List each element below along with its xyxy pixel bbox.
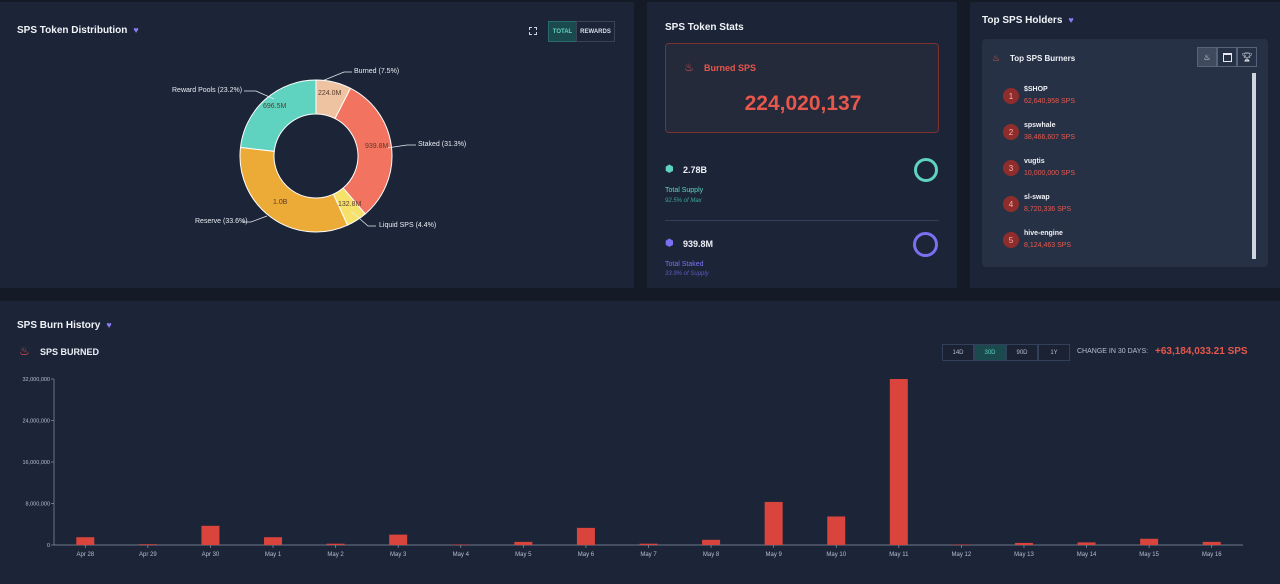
burn-history-title-text: SPS Burn History bbox=[17, 320, 101, 331]
stats-title: SPS Token Stats bbox=[665, 22, 744, 33]
donut-slice-reward-pools[interactable] bbox=[239, 79, 317, 152]
burner-amount-5: 8,124,463 SPS bbox=[1024, 242, 1072, 249]
supply-sub: 92.5% of Max bbox=[665, 198, 702, 204]
value-staked: 939.8M bbox=[365, 143, 389, 150]
staked-name: Total Staked bbox=[665, 261, 704, 268]
rank-5: 5 bbox=[1003, 232, 1019, 248]
donut-slice-staked[interactable] bbox=[334, 87, 393, 215]
stats-panel: SPS Token Stats ♨ Burned SPS 224,020,137… bbox=[647, 2, 957, 288]
burner-name-3[interactable]: vugtis bbox=[1024, 158, 1045, 165]
flame-icon: ♨ bbox=[992, 53, 1001, 63]
label-liquid: Liquid SPS (4.4%) bbox=[379, 222, 437, 229]
flame-icon: ♨ bbox=[684, 62, 694, 74]
label-rewards: Reward Pools (23.2%) bbox=[172, 87, 243, 94]
heart-icon: ♥ bbox=[1068, 15, 1074, 25]
calendar-tab-button[interactable] bbox=[1217, 47, 1237, 67]
heart-icon: ♥ bbox=[133, 25, 139, 35]
supply-value: 2.78B bbox=[683, 165, 708, 175]
heart-icon: ♥ bbox=[106, 320, 112, 330]
leader-staked bbox=[386, 144, 416, 149]
holders-panel: Top SPS Holders ♥ ♨ Top SPS Burners ♨ 🏆︎ … bbox=[970, 2, 1280, 288]
value-liquid: 132.8M bbox=[338, 201, 362, 208]
holders-title-text: Top SPS Holders bbox=[982, 15, 1063, 26]
burned-card: ♨ Burned SPS 224,020,137 bbox=[665, 43, 939, 133]
change-value: +63,184,033.21 SPS bbox=[1155, 346, 1248, 357]
trophy-icon: 🏆︎ bbox=[1241, 51, 1253, 62]
rank-2: 2 bbox=[1003, 124, 1019, 140]
staked-ring bbox=[913, 232, 938, 257]
value-reserve: 1.0B bbox=[273, 199, 288, 206]
leader-reserve bbox=[242, 215, 268, 223]
burner-name-2[interactable]: spswhale bbox=[1024, 122, 1056, 129]
rewards-button[interactable]: REWARDS bbox=[576, 21, 615, 42]
range-14d-button[interactable]: 14D bbox=[942, 344, 974, 361]
supply-ring bbox=[914, 158, 938, 182]
fullscreen-icon[interactable] bbox=[529, 27, 537, 35]
burners-title: Top SPS Burners bbox=[1010, 54, 1076, 63]
leader-rewards bbox=[244, 90, 275, 100]
value-burned: 224.0M bbox=[318, 90, 342, 97]
change-label: CHANGE IN 30 DAYS: bbox=[1077, 348, 1149, 355]
burn-history-subtitle: SPS BURNED bbox=[40, 347, 100, 357]
value-rewards: 696.5M bbox=[263, 103, 287, 110]
rank-3: 3 bbox=[1003, 160, 1019, 176]
supply-icon: ⬢ bbox=[665, 164, 674, 175]
range-90d-button[interactable]: 90D bbox=[1006, 344, 1038, 361]
holders-title: Top SPS Holders ♥ bbox=[982, 15, 1074, 26]
burner-name-4[interactable]: sl-swap bbox=[1024, 194, 1050, 201]
burners-card: ♨ Top SPS Burners ♨ 🏆︎ 1 $SHOP 62,640,95… bbox=[982, 39, 1268, 267]
distribution-title-text: SPS Token Distribution bbox=[17, 25, 128, 36]
burn-history-title: SPS Burn History ♥ bbox=[17, 320, 112, 331]
burner-name-5[interactable]: hive-engine bbox=[1024, 230, 1063, 237]
staked-icon: ⬢ bbox=[665, 238, 674, 249]
label-reserve: Reserve (33.6%) bbox=[195, 218, 248, 225]
rank-1: 1 bbox=[1003, 88, 1019, 104]
supply-name: Total Supply bbox=[665, 187, 704, 194]
range-30d-button[interactable]: 30D bbox=[974, 344, 1006, 361]
burner-amount-3: 10,000,000 SPS bbox=[1024, 170, 1075, 177]
leader-liquid bbox=[350, 210, 376, 227]
burner-name-1[interactable]: $SHOP bbox=[1024, 86, 1048, 93]
distribution-title: SPS Token Distribution ♥ bbox=[17, 25, 139, 36]
burned-value: 224,020,137 bbox=[744, 92, 862, 115]
burner-amount-1: 62,640,958 SPS bbox=[1024, 98, 1075, 105]
burn-history-panel bbox=[0, 301, 1280, 584]
stats-divider bbox=[665, 220, 939, 221]
flame-icon: ♨ bbox=[19, 344, 30, 358]
range-1y-button[interactable]: 1Y bbox=[1038, 344, 1070, 361]
distribution-panel: SPS Token Distribution ♥ TOTAL REWARDS Bu… bbox=[0, 2, 634, 288]
leader-burned bbox=[321, 71, 352, 82]
trophy-tab-button[interactable]: 🏆︎ bbox=[1237, 47, 1257, 67]
staked-value: 939.8M bbox=[683, 239, 714, 249]
donut-slice-reserve[interactable] bbox=[239, 146, 349, 233]
burner-amount-4: 8,720,336 SPS bbox=[1024, 206, 1072, 213]
burned-label: Burned SPS bbox=[704, 63, 757, 73]
label-staked: Staked (31.3%) bbox=[418, 141, 467, 148]
rank-4: 4 bbox=[1003, 196, 1019, 212]
donut-chart bbox=[239, 71, 416, 233]
burner-amount-2: 38,466,607 SPS bbox=[1024, 134, 1075, 141]
staked-sub: 33.9% of Supply bbox=[665, 271, 709, 277]
calendar-icon bbox=[1222, 52, 1232, 62]
burn-tab-button[interactable]: ♨ bbox=[1197, 47, 1217, 67]
label-burned: Burned (7.5%) bbox=[354, 68, 400, 75]
scrollbar[interactable] bbox=[1252, 73, 1256, 259]
